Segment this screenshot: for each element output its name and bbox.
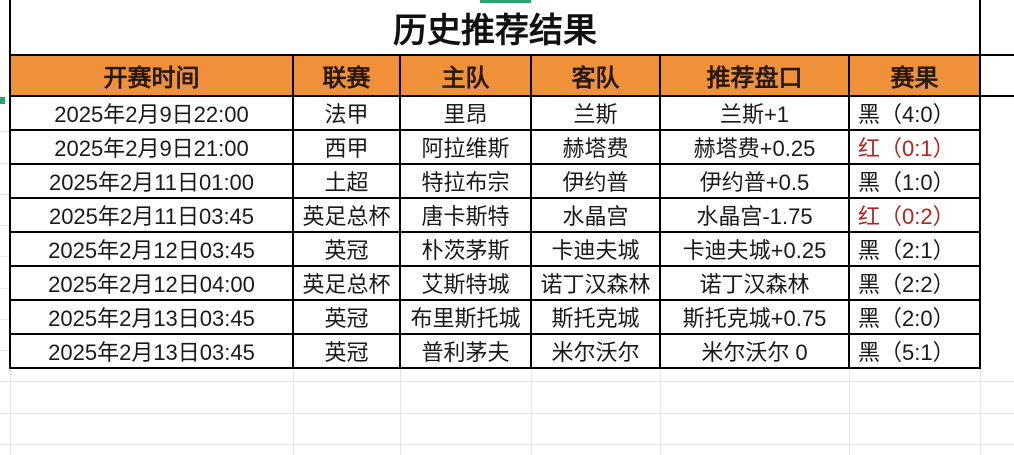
cell-result[interactable]: 黑（2:0） [847, 299, 982, 335]
cell-league[interactable]: 法甲 [292, 95, 401, 131]
cell-league[interactable]: 英冠 [292, 299, 401, 335]
cell-away-team[interactable]: 卡迪夫城 [530, 231, 661, 267]
gridline [0, 194, 9, 195]
cell-time[interactable]: 2025年2月11日03:45 [9, 197, 294, 233]
cell-result[interactable]: 红（0:2） [847, 197, 982, 233]
gridline [660, 352, 661, 455]
cell-time[interactable]: 2025年2月12日03:45 [9, 231, 294, 267]
cell-handicap[interactable]: 卡迪夫城+0.25 [659, 231, 850, 267]
empty-cell[interactable] [979, 0, 1014, 56]
cell-time[interactable]: 2025年2月11日01:00 [9, 163, 294, 199]
gridline [980, 352, 981, 455]
cell-handicap[interactable]: 伊约普+0.5 [659, 163, 850, 199]
gridline [531, 352, 532, 455]
cell-time[interactable]: 2025年2月9日21:00 [9, 129, 294, 165]
cell-result[interactable]: 黑（2:2） [847, 265, 982, 301]
column-header-home[interactable]: 主队 [399, 54, 532, 97]
column-header-result[interactable]: 赛果 [847, 54, 982, 97]
cell-home-team[interactable]: 特拉布宗 [399, 163, 532, 199]
cell-handicap[interactable]: 赫塔费+0.25 [659, 129, 850, 165]
empty-cell[interactable] [979, 55, 1014, 97]
cell-handicap[interactable]: 斯托克城+0.75 [659, 299, 850, 335]
title-row: 历史推荐结果 [8, 0, 1014, 56]
empty-cell[interactable] [979, 96, 1014, 130]
cell-time[interactable]: 2025年2月9日22:00 [9, 95, 294, 131]
gridline [0, 288, 9, 289]
column-header-time[interactable]: 开赛时间 [9, 54, 294, 97]
cell-result[interactable]: 黑（2:1） [847, 231, 982, 267]
table-row: 2025年2月9日21:00 西甲 阿拉维斯 赫塔费 赫塔费+0.25 红（0:… [9, 129, 1014, 165]
table-row: 2025年2月11日01:00 土超 特拉布宗 伊约普 伊约普+0.5 黑（1:… [9, 163, 1014, 199]
cell-handicap[interactable]: 水晶宫-1.75 [659, 197, 850, 233]
column-header-handicap[interactable]: 推荐盘口 [659, 54, 850, 97]
gridline [0, 319, 9, 320]
cell-handicap[interactable]: 诺丁汉森林 [659, 265, 850, 301]
empty-cell[interactable] [979, 300, 1014, 334]
cell-away-team[interactable]: 米尔沃尔 [530, 333, 661, 369]
cell-home-team[interactable]: 里昂 [399, 95, 532, 131]
cell-league[interactable]: 英冠 [292, 333, 401, 369]
header-row: 开赛时间 联赛 主队 客队 推荐盘口 赛果 [9, 54, 1014, 97]
cell-home-team[interactable]: 布里斯托城 [399, 299, 532, 335]
cell-away-team[interactable]: 斯托克城 [530, 299, 661, 335]
green-accent-left [0, 97, 5, 104]
table-row: 2025年2月11日03:45 英足总杯 唐卡斯特 水晶宫 水晶宫-1.75 红… [9, 197, 1014, 233]
cell-result[interactable]: 红（0:1） [847, 129, 982, 165]
cell-league[interactable]: 英冠 [292, 231, 401, 267]
cell-result[interactable]: 黑（4:0） [847, 95, 982, 131]
cell-home-team[interactable]: 朴茨茅斯 [399, 231, 532, 267]
gridline [0, 256, 9, 257]
cell-away-team[interactable]: 水晶宫 [530, 197, 661, 233]
gridline [0, 225, 9, 226]
cell-handicap[interactable]: 米尔沃尔 0 [659, 333, 850, 369]
cell-away-team[interactable]: 诺丁汉森林 [530, 265, 661, 301]
table-row: 2025年2月13日03:45 英冠 布里斯托城 斯托克城 斯托克城+0.75 … [9, 299, 1014, 335]
cell-home-team[interactable]: 艾斯特城 [399, 265, 532, 301]
gridline [10, 352, 11, 455]
results-table: 历史推荐结果 开赛时间 联赛 主队 客队 推荐盘口 赛果 2025年2月9日22… [8, 0, 1014, 369]
cell-time[interactable]: 2025年2月12日04:00 [9, 265, 294, 301]
cell-away-team[interactable]: 伊约普 [530, 163, 661, 199]
empty-cell[interactable] [979, 198, 1014, 232]
gridline [0, 413, 1014, 414]
column-header-away[interactable]: 客队 [530, 54, 661, 97]
gridline [0, 381, 1014, 382]
cell-away-team[interactable]: 兰斯 [530, 95, 661, 131]
table-row: 2025年2月12日04:00 英足总杯 艾斯特城 诺丁汉森林 诺丁汉森林 黑（… [9, 265, 1014, 301]
cell-time[interactable]: 2025年2月13日03:45 [9, 299, 294, 335]
gridline [0, 444, 1014, 445]
table-row: 2025年2月9日22:00 法甲 里昂 兰斯 兰斯+1 黑（4:0） [9, 95, 1014, 131]
page-title[interactable]: 历史推荐结果 [8, 0, 981, 56]
cell-league[interactable]: 土超 [292, 163, 401, 199]
table-row: 2025年2月12日03:45 英冠 朴茨茅斯 卡迪夫城 卡迪夫城+0.25 黑… [9, 231, 1014, 267]
cell-league[interactable]: 英足总杯 [292, 265, 401, 301]
empty-cell[interactable] [979, 266, 1014, 300]
cell-home-team[interactable]: 唐卡斯特 [399, 197, 532, 233]
empty-cell[interactable] [979, 334, 1014, 368]
gridline [400, 352, 401, 455]
cell-home-team[interactable]: 阿拉维斯 [399, 129, 532, 165]
empty-cell[interactable] [979, 164, 1014, 198]
cell-league[interactable]: 西甲 [292, 129, 401, 165]
gridline [0, 350, 9, 351]
table-row: 2025年2月13日03:45 英冠 普利茅夫 米尔沃尔 米尔沃尔 0 黑（5:… [9, 333, 1014, 369]
empty-cell[interactable] [979, 130, 1014, 164]
empty-cell[interactable] [979, 232, 1014, 266]
gridline [0, 131, 9, 132]
cell-result[interactable]: 黑（5:1） [847, 333, 982, 369]
cell-time[interactable]: 2025年2月13日03:45 [9, 333, 294, 369]
gridline [0, 163, 9, 164]
cell-home-team[interactable]: 普利茅夫 [399, 333, 532, 369]
gridline [849, 352, 850, 455]
column-header-league[interactable]: 联赛 [292, 54, 401, 97]
cell-handicap[interactable]: 兰斯+1 [659, 95, 850, 131]
cell-league[interactable]: 英足总杯 [292, 197, 401, 233]
cell-result[interactable]: 黑（1:0） [847, 163, 982, 199]
cell-away-team[interactable]: 赫塔费 [530, 129, 661, 165]
gridline [293, 352, 294, 455]
